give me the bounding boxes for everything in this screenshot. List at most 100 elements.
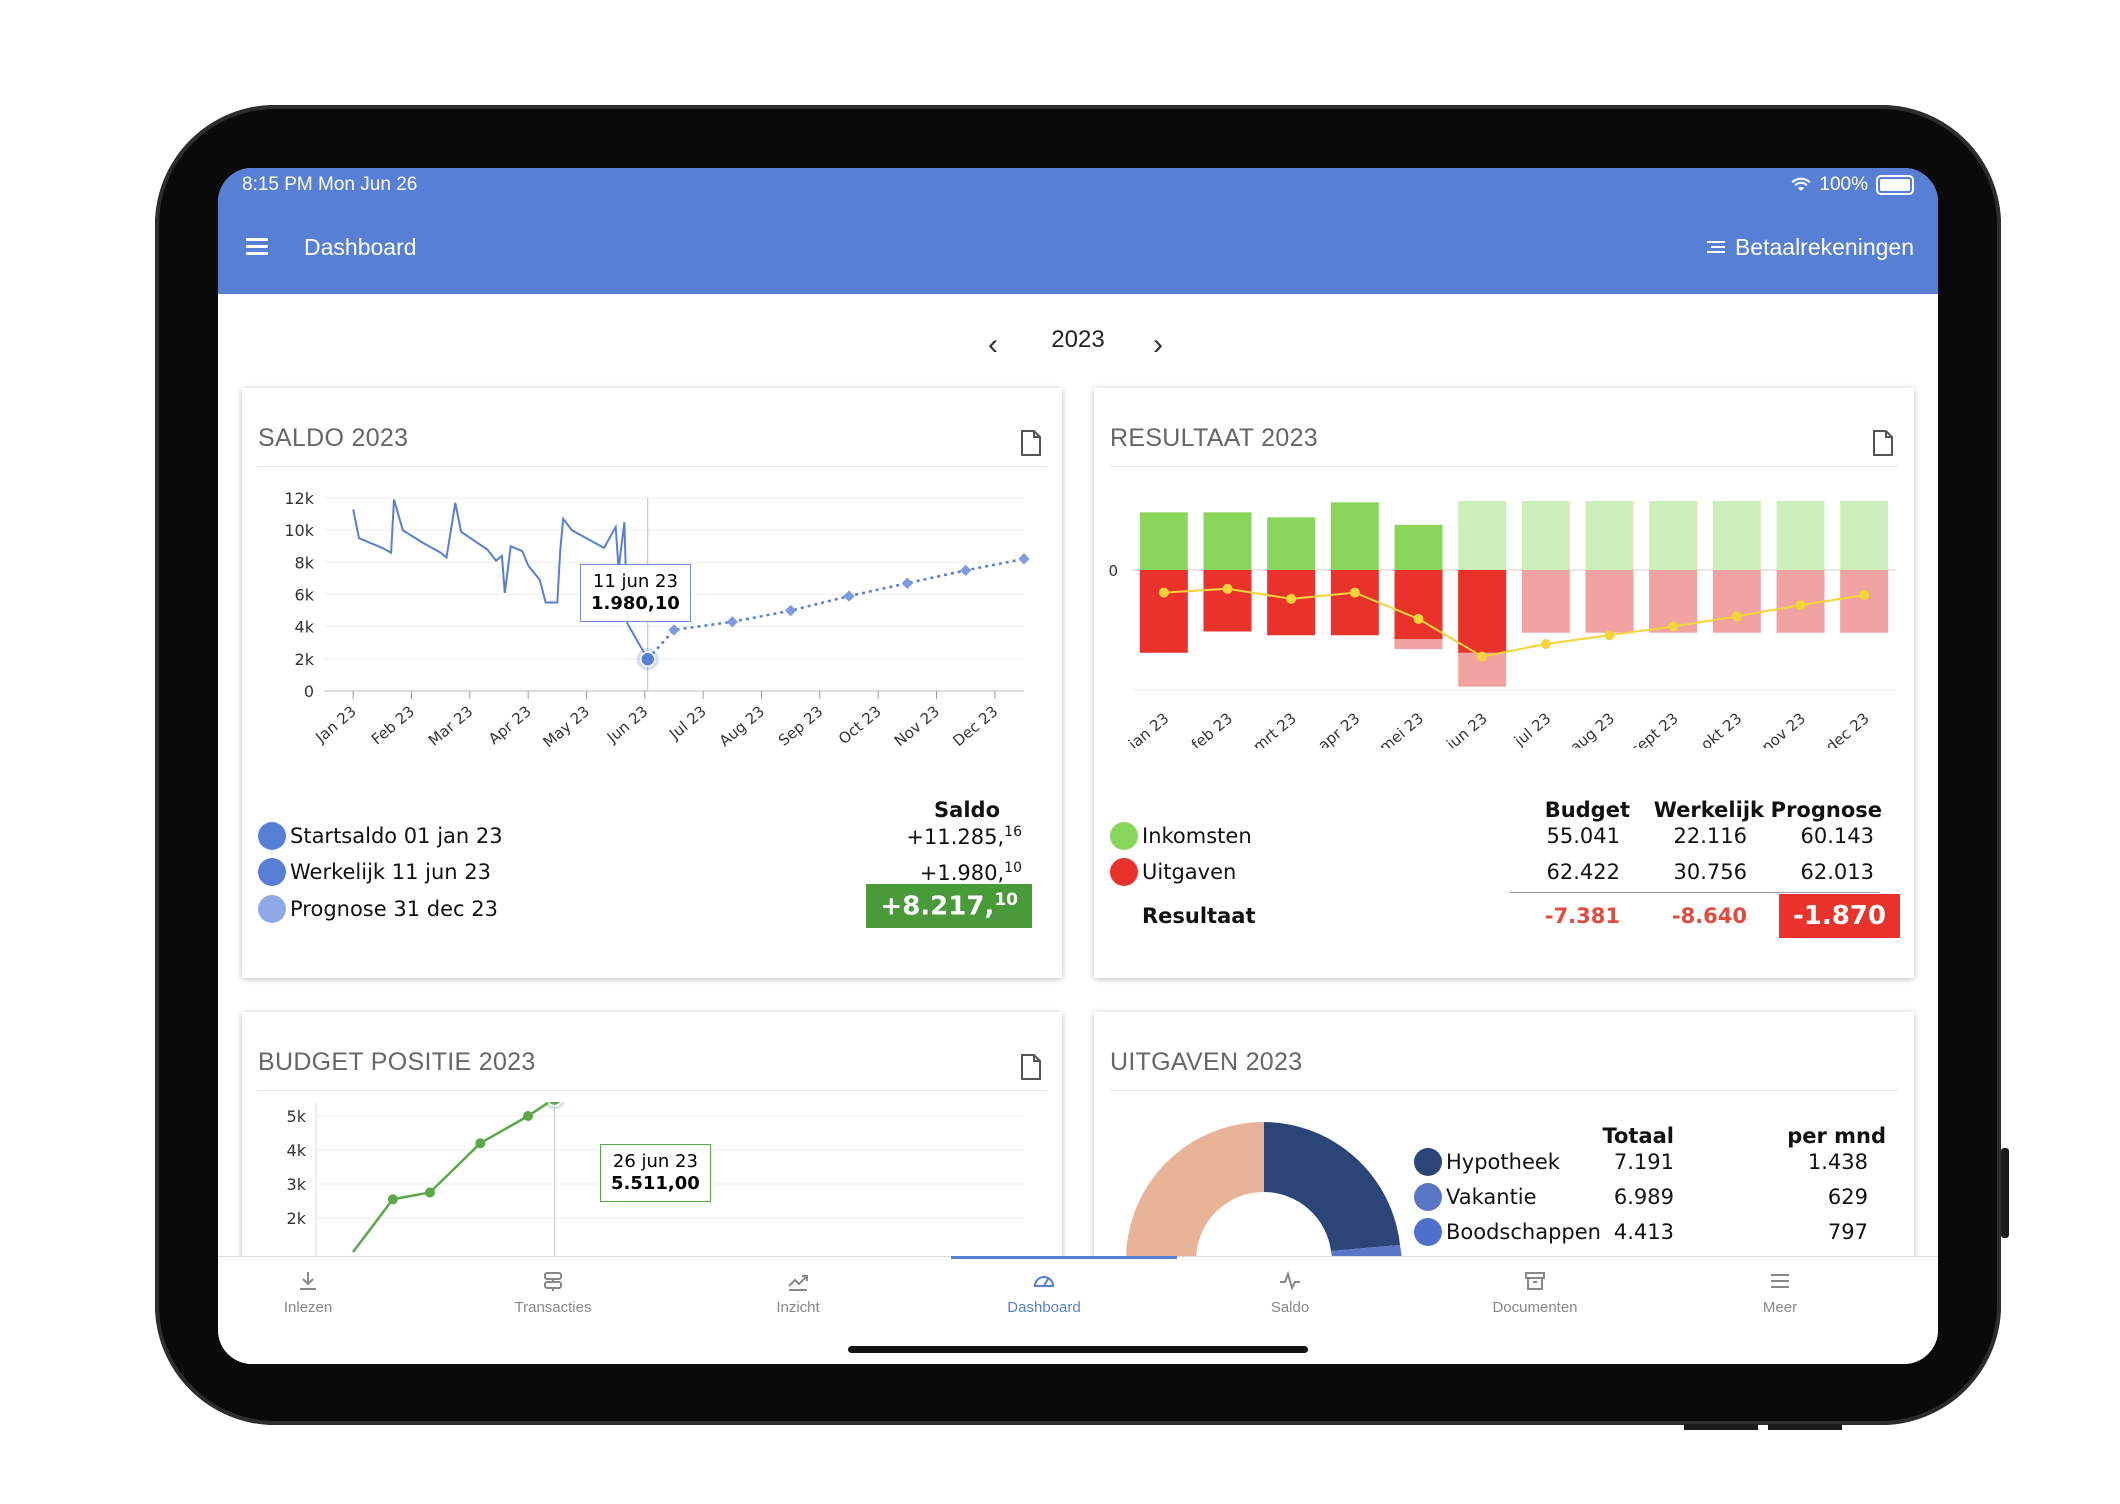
header-budget: Budget — [1544, 798, 1630, 822]
nav-inzicht[interactable]: Inzicht — [728, 1269, 868, 1316]
nav-label: Meer — [1762, 1299, 1798, 1316]
budget-point — [1604, 630, 1615, 641]
budget-tooltip: 26 jun 23 5.511,00 — [600, 1144, 711, 1202]
archive-icon — [1525, 1272, 1545, 1290]
header-totaal: Totaal — [1602, 1124, 1674, 1148]
inkomsten-budget: 55.041 — [1546, 824, 1620, 848]
next-year-button[interactable]: › — [1153, 328, 1163, 361]
volume-button — [1768, 1424, 1842, 1430]
battery-percentage: 100% — [1819, 174, 1868, 195]
forecast-saldo-line — [646, 557, 1025, 661]
budget-position-point — [475, 1138, 486, 1149]
budget-positie-line-chart[interactable]: 5k 4k 3k 2k — [242, 1102, 1062, 1272]
legend-dot-startsaldo — [258, 822, 286, 850]
nav-saldo[interactable]: Saldo — [1220, 1269, 1360, 1316]
resultaat-budget: -7.381 — [1544, 904, 1620, 928]
budget-position-point — [387, 1194, 398, 1205]
header-werkelijk: Werkelijk — [1653, 798, 1764, 822]
menu-icon — [1771, 1274, 1789, 1288]
werkelijk-label: Werkelijk 11 jun 23 — [290, 860, 492, 884]
x-tick-label: apr 23 — [1314, 709, 1363, 748]
budget-point — [1222, 583, 1233, 594]
hypotheek-label: Hypotheek — [1446, 1150, 1560, 1174]
nav-label: Dashboard — [1007, 1299, 1081, 1316]
x-tick-label: May 23 — [539, 702, 593, 748]
document-icon[interactable] — [1020, 1054, 1042, 1080]
boodschappen-per-mnd: 797 — [1827, 1220, 1868, 1244]
budget-line — [1163, 587, 1865, 658]
uitgaven-legend: Totaal per mnd Hypotheek 7.191 1.438 Vak… — [1414, 1124, 1894, 1264]
x-tick-label: jun 23 — [1442, 709, 1490, 748]
x-tick-label: Jun 23 — [603, 702, 652, 747]
budget-point — [1349, 587, 1360, 598]
resultaat-prognose-badge: -1.870 — [1778, 894, 1900, 938]
inkomsten-label: Inkomsten — [1142, 824, 1252, 848]
y-tick-label: 2k — [295, 650, 315, 669]
nav-transacties[interactable]: Transacties — [483, 1269, 623, 1316]
resultaat-card: RESULTAAT 2023 0 jan 23 feb 23 mrt 23 apr 23… — [1094, 388, 1914, 978]
uitgaven-label: Uitgaven — [1142, 860, 1237, 884]
income-bar — [1203, 512, 1252, 570]
vakantie-totaal: 6.989 — [1613, 1185, 1674, 1209]
legend-dot-boodschappen — [1414, 1218, 1442, 1246]
volume-button — [1684, 1424, 1758, 1430]
accounts-button[interactable]: Betaalrekeningen — [1705, 234, 1914, 261]
legend-dot-prognose — [258, 895, 286, 923]
budget-point — [1540, 639, 1551, 650]
saldo-card: SALDO 2023 12k 10k 8k 6k 4k 2k 0 Jan 23 Feb 23 Ma… — [242, 388, 1062, 978]
resultaat-bar-chart[interactable]: 0 jan 23 feb 23 mrt 23 apr 23 mei 23 jun 23 jul… — [1094, 478, 1914, 748]
y-tick-label: 2k — [287, 1209, 307, 1228]
page-title: Dashboard — [304, 234, 417, 260]
forecast-point — [901, 577, 913, 589]
income-bar — [1458, 501, 1507, 570]
expense-bar — [1712, 570, 1761, 633]
download-icon — [300, 1272, 316, 1290]
nav-label: Transacties — [514, 1299, 592, 1316]
accounts-label: Betaalrekeningen — [1734, 234, 1914, 260]
app-header: 8:15 PM Mon Jun 26 100% Dashboard Betaal… — [218, 168, 1938, 294]
gauge-icon — [1033, 1276, 1055, 1287]
battery-icon — [1876, 175, 1914, 195]
startsaldo-value: +11.285,16 — [906, 824, 1022, 849]
y-tick-label: 8k — [295, 553, 315, 572]
hamburger-menu-icon[interactable] — [246, 238, 268, 255]
nav-meer[interactable]: Meer — [1710, 1269, 1850, 1316]
forecast-point — [960, 564, 972, 577]
income-bar — [1712, 501, 1761, 570]
x-tick-label: okt 23 — [1697, 709, 1745, 748]
x-tick-label: mrt 23 — [1249, 709, 1299, 748]
expense-overrun-bar — [1394, 639, 1443, 650]
income-bar — [1139, 512, 1188, 570]
active-tab-indicator — [951, 1256, 1177, 1259]
forecast-point — [668, 624, 680, 636]
nav-documenten[interactable]: Documenten — [1465, 1269, 1605, 1316]
previous-year-button[interactable]: ‹ — [988, 328, 998, 361]
document-icon[interactable] — [1020, 430, 1042, 456]
transactions-icon — [544, 1272, 562, 1291]
screen: 8:15 PM Mon Jun 26 100% Dashboard Betaal… — [218, 168, 1938, 1364]
nav-inlezen[interactable]: Inlezen — [238, 1269, 378, 1316]
filter-lines-icon — [1705, 240, 1725, 255]
x-tick-label: Sep 23 — [775, 702, 827, 748]
nav-dashboard[interactable]: Dashboard — [974, 1269, 1114, 1316]
income-bar — [1521, 501, 1570, 570]
legend-dot-vakantie — [1414, 1183, 1442, 1211]
x-tick-label: Mar 23 — [425, 702, 477, 748]
resultaat-legend: Budget Werkelijk Prognose Inkomsten 55.0… — [1110, 798, 1900, 968]
hypotheek-per-mnd: 1.438 — [1807, 1150, 1868, 1174]
highlight-point — [640, 651, 656, 667]
expense-bar — [1203, 570, 1252, 632]
uitgaven-prognose: 62.013 — [1800, 860, 1874, 884]
inkomsten-prognose: 60.143 — [1800, 824, 1874, 848]
uitgaven-donut-chart[interactable] — [1124, 1120, 1414, 1270]
resultaat-label: Resultaat — [1142, 904, 1256, 928]
document-icon[interactable] — [1872, 430, 1894, 456]
uitgaven-budget: 62.422 — [1546, 860, 1620, 884]
x-tick-label: dec 23 — [1822, 709, 1873, 748]
budget-point — [1413, 613, 1424, 624]
x-tick-label: jul 23 — [1510, 709, 1554, 748]
saldo-tooltip: 11 jun 23 1.980,10 — [580, 564, 691, 622]
expense-bar — [1840, 570, 1889, 633]
pulse-icon — [1280, 1270, 1300, 1291]
